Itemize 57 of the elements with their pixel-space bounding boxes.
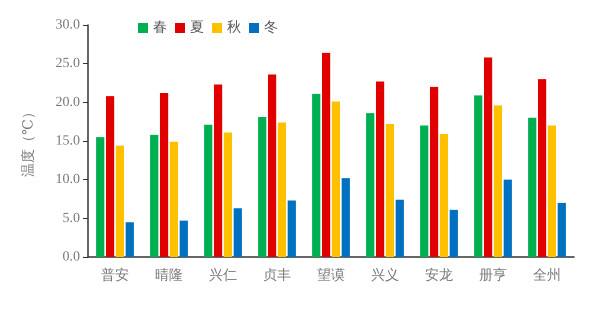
bar bbox=[494, 105, 502, 257]
legend-label: 夏 bbox=[190, 20, 204, 36]
y-axis-title: 温度（℃） bbox=[20, 105, 36, 177]
bar bbox=[332, 102, 340, 257]
x-tick-label: 全州 bbox=[533, 268, 561, 284]
bar bbox=[450, 210, 458, 257]
bar bbox=[528, 118, 536, 257]
bar bbox=[288, 200, 296, 257]
bar bbox=[160, 93, 168, 257]
bar bbox=[234, 208, 242, 257]
bar bbox=[538, 79, 546, 257]
bar bbox=[548, 126, 556, 257]
bar bbox=[420, 126, 428, 257]
bar bbox=[268, 74, 276, 257]
bar bbox=[204, 124, 212, 257]
bar bbox=[474, 95, 482, 257]
bar bbox=[106, 96, 114, 257]
bar bbox=[396, 200, 404, 257]
y-tick-label: 15.0 bbox=[56, 134, 80, 148]
bar bbox=[180, 220, 188, 257]
x-tick-label: 兴义 bbox=[371, 268, 399, 284]
y-tick-label: 10.0 bbox=[56, 172, 80, 188]
bar bbox=[504, 180, 512, 257]
x-tick-label: 晴隆 bbox=[155, 268, 183, 284]
bar bbox=[258, 117, 266, 257]
x-tick-label: 兴仁 bbox=[209, 268, 237, 284]
bar bbox=[224, 132, 232, 257]
bar bbox=[342, 178, 350, 257]
bar bbox=[322, 52, 330, 257]
bar bbox=[214, 84, 222, 257]
bar bbox=[278, 122, 286, 257]
y-tick-label: 25.0 bbox=[56, 56, 80, 72]
y-tick-label: 0.0 bbox=[62, 250, 80, 264]
bar bbox=[170, 142, 178, 257]
x-tick-label: 普安 bbox=[101, 266, 129, 284]
x-tick-label: 望谟 bbox=[317, 268, 345, 284]
x-tick-label: 册亨 bbox=[479, 268, 507, 284]
bar bbox=[440, 134, 448, 257]
y-tick-label: 30.0 bbox=[56, 18, 80, 32]
bar bbox=[96, 137, 104, 257]
y-tick-label: 20.0 bbox=[56, 94, 80, 110]
legend-label: 秋 bbox=[227, 20, 241, 36]
y-tick-label: 5.0 bbox=[62, 210, 80, 226]
bar bbox=[312, 94, 320, 257]
bar bbox=[484, 57, 492, 257]
legend-label: 冬 bbox=[264, 20, 278, 36]
bar bbox=[558, 202, 566, 257]
bar bbox=[116, 146, 124, 257]
x-tick-label: 安龙 bbox=[425, 268, 453, 284]
x-tick-label: 贞丰 bbox=[263, 268, 291, 284]
bar bbox=[150, 134, 158, 257]
legend-label: 春 bbox=[153, 20, 167, 36]
bar bbox=[430, 86, 438, 257]
bar bbox=[366, 113, 374, 257]
bar bbox=[386, 124, 394, 257]
bar bbox=[126, 222, 134, 257]
bar bbox=[376, 81, 384, 257]
